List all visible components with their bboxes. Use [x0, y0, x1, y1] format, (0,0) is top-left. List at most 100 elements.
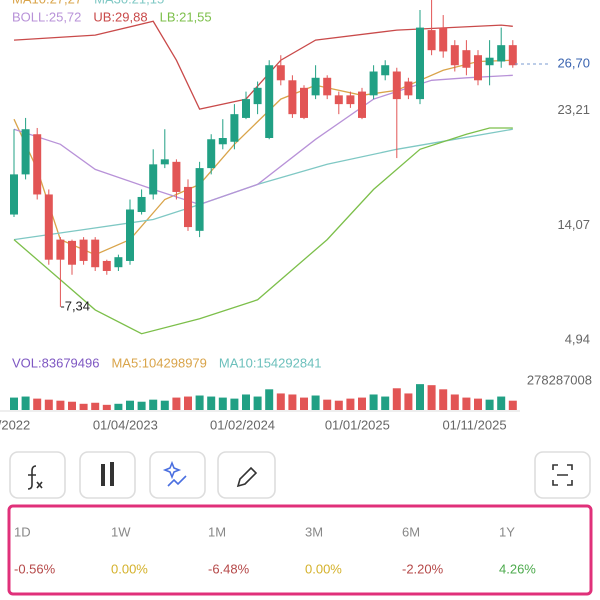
candle-body [230, 114, 239, 142]
volume-bar [33, 398, 42, 410]
period-change: 0.00% [305, 561, 342, 576]
period-label: 1D [14, 524, 31, 539]
legend-entry: BOLL:25,72 [12, 9, 81, 24]
candle-body [450, 45, 459, 66]
fullscreen-button[interactable] [534, 451, 591, 499]
candle-body [404, 81, 413, 96]
volume-bar [184, 396, 192, 410]
volume-bar [91, 402, 100, 410]
period-box [7, 504, 593, 596]
candle-body [172, 161, 181, 192]
volume-bar [230, 398, 239, 410]
volume-bar [404, 393, 413, 410]
candle-body [392, 71, 401, 100]
candle-body [21, 129, 30, 175]
candle-body [137, 196, 146, 213]
volume-bar [450, 394, 459, 410]
candle-icon [101, 462, 114, 486]
y-tick-label: 23,21 [557, 102, 590, 117]
x-tick-label: 01/11/2025 [442, 417, 506, 432]
candle-body [369, 71, 378, 96]
current-price-label: 26,70 [557, 55, 590, 70]
period-label: 3M [305, 524, 323, 539]
candle-body [323, 77, 332, 96]
legend-entry: LB:21,55 [160, 9, 212, 24]
candle-body [79, 239, 88, 261]
volume-bar [68, 401, 76, 410]
volume-bar [416, 384, 424, 410]
indicator-line [13, 20, 513, 110]
volume-bar [485, 399, 494, 410]
candle-body [10, 174, 18, 215]
volume-bar [369, 394, 378, 410]
volume-bar [392, 388, 401, 410]
volume-bar [195, 395, 204, 410]
candle-body [474, 55, 482, 81]
period-change: -2.20% [402, 561, 444, 576]
formula-button[interactable] [9, 451, 66, 499]
volume-bar [288, 394, 297, 410]
period-change: 4.26% [499, 561, 536, 576]
volume-bar [149, 399, 158, 410]
period-change: 0.00% [111, 561, 148, 576]
candle-body [242, 99, 250, 118]
volume-bar [323, 399, 332, 410]
volume-bar [474, 398, 482, 410]
legend-entry: MA10:27,27 [12, 0, 82, 6]
candle-body [416, 27, 424, 100]
volume-bar [242, 394, 250, 410]
indicator-line [13, 74, 513, 206]
low-annotation: -7,34 [60, 298, 90, 313]
candle-body [381, 65, 390, 76]
candle-body [265, 65, 274, 138]
candle-body [427, 30, 436, 51]
legend-entry: MA5:104298979 [111, 355, 206, 370]
x-tick-label: /2022 [0, 417, 30, 432]
candle-body [334, 95, 343, 105]
candle-body [253, 87, 262, 105]
volume-bar [114, 403, 123, 410]
candle-body [56, 239, 65, 260]
candle-body [160, 159, 169, 165]
volume-bar [102, 404, 111, 410]
ai-button[interactable] [149, 451, 206, 499]
x-tick-label: 01/02/2024 [210, 417, 275, 432]
volume-bar [56, 400, 65, 410]
toolbar [9, 451, 591, 499]
volume-bar [276, 393, 285, 410]
candle-body [207, 139, 216, 169]
candle-body [485, 57, 494, 66]
volume-bar [427, 385, 436, 410]
volume-bar [218, 397, 227, 410]
volume-bar [79, 403, 88, 410]
volume-bar [462, 397, 471, 410]
candle-body [149, 164, 158, 195]
volume-bar [346, 398, 355, 410]
volume-bar [10, 397, 18, 410]
candle-button[interactable] [79, 451, 136, 499]
fullscreen-icon [552, 464, 573, 486]
candle-body [497, 45, 506, 62]
candle-body [91, 239, 100, 268]
volume-tick-label: 278287008 [527, 373, 592, 388]
volume-bar [207, 396, 216, 410]
candle-body [114, 257, 123, 268]
x-tick-label: 01/01/2025 [325, 417, 390, 432]
volume-bar [381, 396, 390, 410]
pencil-icon [236, 466, 258, 488]
volume-bar [21, 396, 30, 410]
volume-bar [172, 397, 181, 410]
draw-button[interactable] [217, 451, 276, 499]
candle-body [462, 50, 471, 68]
ai-icon [162, 460, 187, 487]
candle-body [358, 91, 366, 118]
candle-body [126, 209, 134, 261]
candle-body [508, 45, 517, 66]
candle-body [102, 260, 111, 271]
period-label: 6M [402, 524, 420, 539]
indicator-line [13, 59, 513, 256]
period-change: -6.48% [208, 561, 250, 576]
volume-bar [253, 396, 262, 410]
candle-body [288, 80, 297, 115]
